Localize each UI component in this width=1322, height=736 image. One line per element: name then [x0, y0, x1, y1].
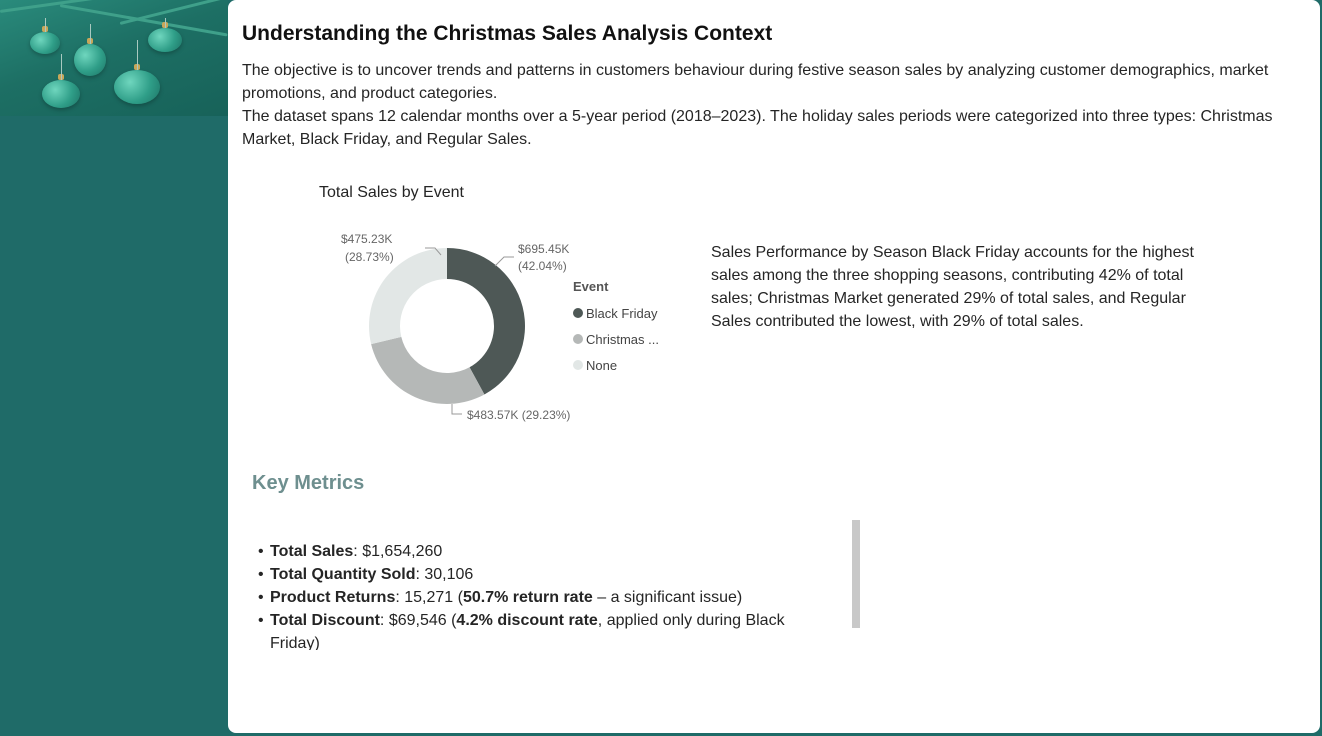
metric-highlight: 50.7% return rate [462, 589, 593, 606]
key-metrics-title: Key Metrics [252, 472, 365, 494]
legend-swatch [573, 308, 583, 318]
data-label-none-percent: (28.73%) [345, 250, 394, 264]
legend-label: Christmas ... [586, 331, 659, 347]
metric-total-sales: • Total Sales: $1,654,260 [258, 540, 818, 563]
metric-label: Total Discount [270, 612, 380, 629]
metric-value: : 15,271 ( [395, 589, 463, 606]
legend-label: None [586, 357, 618, 373]
total-sales-by-event-donut-chart[interactable]: $695.45K (42.04%) $475.23K (28.73%) $483.57K… [328, 220, 708, 440]
metric-label: Product Returns [270, 589, 396, 606]
legend-swatch [573, 360, 583, 370]
bullet: • [258, 566, 264, 583]
legend-title: Event [573, 279, 609, 294]
legend-item-black-friday[interactable]: Black Friday [573, 300, 659, 326]
content-card: Understanding the Christmas Sales Analys… [228, 0, 1320, 733]
bullet: • [258, 589, 264, 606]
legend-label: Black Friday [586, 305, 658, 321]
leader-line-none [425, 247, 442, 256]
data-label-black-friday-value: $695.45K [518, 242, 569, 256]
metric-label: Total Sales [270, 543, 354, 560]
metric-value: : 30,106 [415, 566, 474, 583]
christmas-banner-image [0, 0, 228, 116]
chart-legend[interactable]: Event Black Friday Christmas ... None [573, 279, 659, 378]
metric-total-quantity: • Total Quantity Sold: 30,106 [258, 563, 818, 586]
description-paragraph-1: The objective is to uncover trends and p… [242, 62, 1269, 102]
legend-swatch [573, 334, 583, 344]
legend-item-none[interactable]: None [573, 352, 659, 378]
donut-slice-black-friday[interactable] [447, 248, 525, 395]
page-title: Understanding the Christmas Sales Analys… [242, 22, 773, 45]
metric-highlight: 4.2% discount rate [456, 612, 598, 629]
leader-line-christmas-market [451, 404, 462, 415]
leader-line-black-friday [494, 256, 514, 267]
donut-slice-none[interactable] [369, 248, 447, 345]
data-label-none-value: $475.23K [341, 232, 392, 246]
metric-note: – a significant issue) [592, 589, 743, 606]
donut-slice-christmas-market[interactable] [371, 336, 485, 404]
metric-note: , applied only during Black Friday) [270, 612, 785, 650]
bullet: • [258, 543, 264, 560]
metric-label: Total Quantity Sold [270, 566, 416, 583]
bullet: • [258, 612, 264, 629]
metrics-scrollbar[interactable] [852, 520, 860, 628]
metric-product-returns: • Product Returns: 15,271 (50.7% return … [258, 586, 818, 609]
description: The objective is to uncover trends and p… [242, 59, 1312, 151]
key-metrics-list[interactable]: • Total Sales: $1,654,260 • Total Quanti… [258, 540, 818, 650]
metric-total-discount: • Total Discount: $69,546 (4.2% discount… [258, 609, 818, 650]
legend-item-christmas-market[interactable]: Christmas ... [573, 326, 659, 352]
data-label-christmas-market: $483.57K (29.23%) [467, 408, 570, 422]
sales-insight-text: Sales Performance by Season Black Friday… [711, 244, 1194, 330]
data-label-black-friday-percent: (42.04%) [518, 259, 567, 273]
metric-value: : $69,546 ( [379, 612, 457, 629]
chart-title: Total Sales by Event [319, 184, 464, 201]
description-paragraph-2: The dataset spans 12 calendar months ove… [242, 108, 1273, 148]
metric-value: : $1,654,260 [353, 543, 443, 560]
